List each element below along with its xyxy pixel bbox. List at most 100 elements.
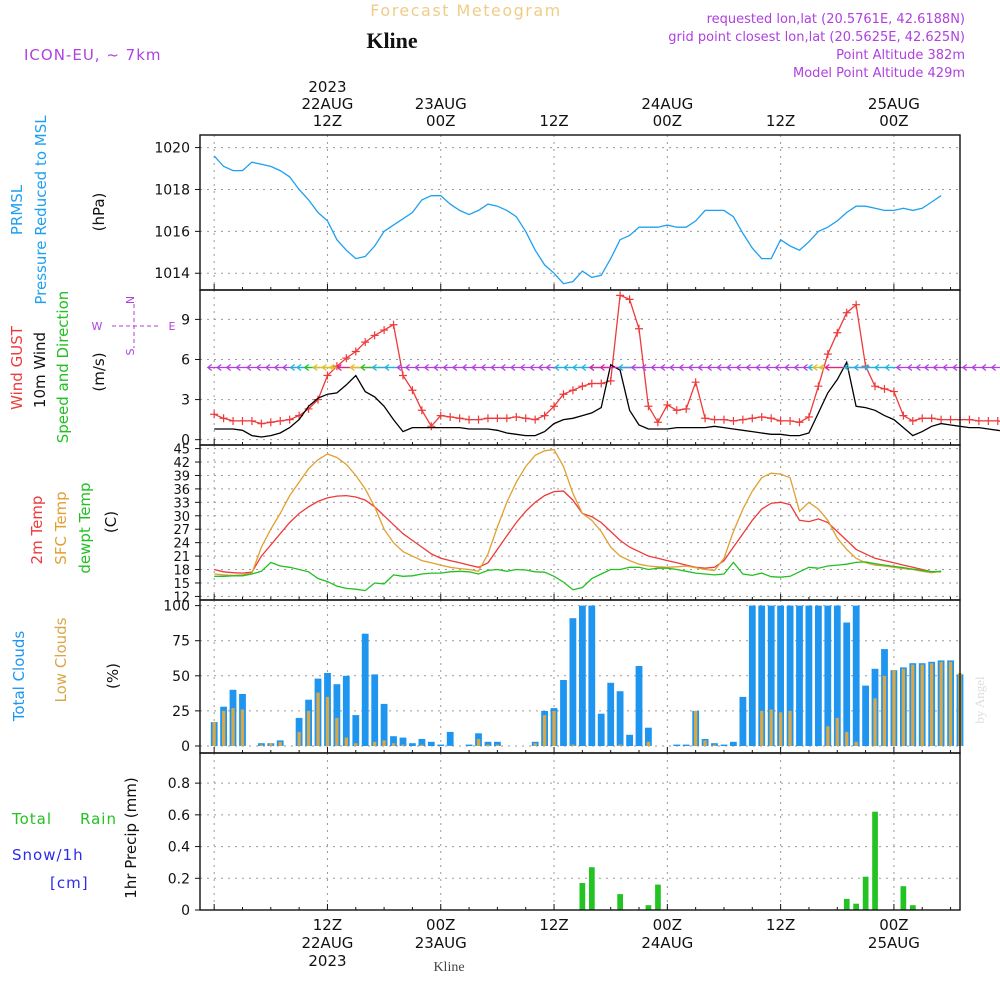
bar <box>588 605 596 746</box>
requested-coords: requested lon,lat (20.5761E, 42.6188N) <box>707 12 965 27</box>
y-tick-label: 24 <box>173 537 190 552</box>
bar <box>571 744 575 746</box>
gust-marker <box>493 414 502 423</box>
y-tick-label: 33 <box>173 496 190 511</box>
bar <box>852 605 860 746</box>
bar <box>446 731 454 746</box>
bar <box>382 740 386 746</box>
wind-direction-arrow <box>774 364 786 371</box>
gust-marker <box>512 412 521 421</box>
bar <box>805 605 813 746</box>
bar <box>910 905 916 910</box>
bar <box>297 731 301 746</box>
gust-marker <box>247 416 256 425</box>
bar <box>560 680 567 746</box>
gust-marker <box>748 414 757 423</box>
bar <box>739 696 747 746</box>
pressure-label-prmsl: PRMSL <box>8 184 26 235</box>
y-tick-label: 42 <box>173 456 190 471</box>
gust-marker <box>361 338 370 347</box>
bar <box>494 741 501 746</box>
bar <box>569 618 577 746</box>
clouds-ylabel: (%) <box>104 663 122 689</box>
gust-marker <box>974 416 983 425</box>
bar <box>748 605 756 746</box>
bar <box>484 741 492 746</box>
wind-label-gust: Wind GUST <box>8 325 26 410</box>
bar <box>380 703 388 746</box>
gust-marker <box>786 416 795 425</box>
temp-label-2m: 2m Temp <box>28 496 46 565</box>
y-tick-label: 6 <box>181 352 190 368</box>
gust-marker <box>323 371 332 380</box>
precip-ylabel: 1hr Precip (mm) <box>122 777 140 898</box>
bar <box>278 741 282 746</box>
bar <box>373 741 377 746</box>
gust-marker <box>965 415 974 424</box>
bar <box>646 741 651 746</box>
gust-marker <box>238 416 247 425</box>
gust-marker <box>210 410 219 419</box>
bar <box>911 664 915 746</box>
bar <box>240 709 245 746</box>
gust-marker <box>993 416 1000 425</box>
bar <box>579 883 586 910</box>
wind-direction-arrow <box>990 364 1000 371</box>
bar <box>673 744 681 746</box>
gust-marker <box>729 416 738 425</box>
gust-marker <box>672 406 681 415</box>
bar <box>427 741 435 746</box>
bar <box>352 715 360 746</box>
bar <box>401 744 405 746</box>
wind-direction-arrow <box>510 364 522 371</box>
bar <box>835 717 839 746</box>
bar <box>259 744 263 746</box>
bar <box>495 744 499 746</box>
bar <box>437 744 445 746</box>
y-tick-label: 30 <box>173 510 190 525</box>
gust-marker <box>587 379 596 388</box>
bar <box>333 684 341 746</box>
top-hour-label: 12Z <box>539 112 568 130</box>
gust-marker <box>285 415 294 424</box>
bar <box>486 744 490 746</box>
gust-marker <box>257 419 266 428</box>
bar <box>930 663 934 746</box>
series-line <box>214 360 1000 438</box>
bar <box>900 886 907 910</box>
y-tick-label: 0.4 <box>168 840 190 856</box>
panel-frame <box>199 444 961 601</box>
bar <box>533 743 537 746</box>
gust-marker <box>804 412 813 421</box>
bar <box>882 675 887 746</box>
compass-n: N <box>124 296 137 304</box>
y-tick-label: 27 <box>173 523 190 538</box>
y-tick-label: 18 <box>173 564 190 579</box>
gust-marker <box>635 324 644 333</box>
bar <box>682 744 690 746</box>
bar <box>788 710 792 746</box>
clouds-panel: 0 25 50 75 100 <box>163 599 964 755</box>
bar <box>712 744 717 746</box>
y-tick-label: 1018 <box>154 182 190 198</box>
y-tick-label: 1020 <box>154 141 190 157</box>
bar <box>826 726 830 746</box>
model-label: ICON-EU, ~ 7km <box>24 46 162 64</box>
y-tick-label: 100 <box>163 599 190 615</box>
clouds-label-total: Total Clouds <box>10 631 28 723</box>
y-tick-label: 0 <box>181 739 190 755</box>
top-hour-label: 12Z <box>313 112 342 130</box>
bar <box>635 666 643 746</box>
top-hour-label: 12Z <box>766 112 795 130</box>
y-tick-label: 1016 <box>154 224 190 240</box>
y-tick-label: 3 <box>181 393 190 409</box>
bar <box>420 744 424 746</box>
bar <box>222 710 226 746</box>
bar <box>786 605 794 746</box>
bar <box>542 715 547 746</box>
gust-marker <box>682 404 691 413</box>
bar <box>617 894 623 910</box>
pressure-label-long: Pressure Reduced to MSL <box>32 115 50 305</box>
bar <box>862 876 869 910</box>
